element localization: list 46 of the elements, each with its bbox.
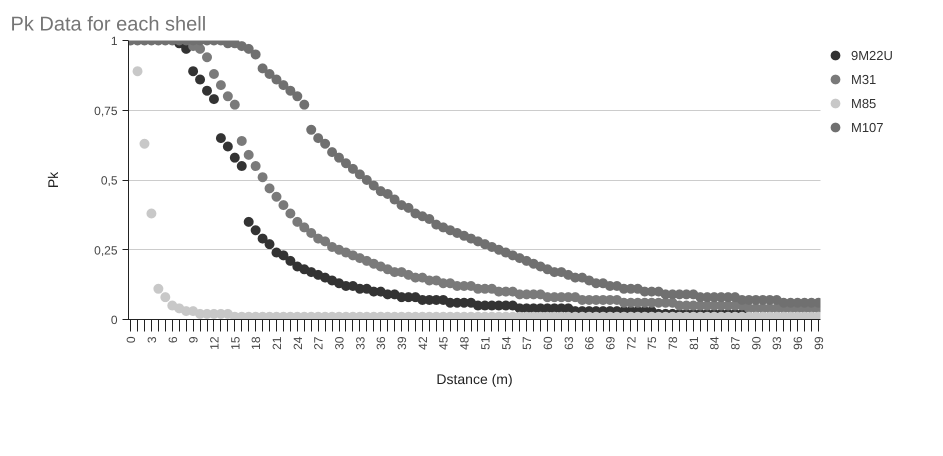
x-tick-label: 99: [812, 336, 826, 350]
x-tick-label: 51: [478, 336, 492, 350]
x-tick-label: 72: [624, 336, 638, 350]
x-tick-label: 12: [207, 336, 222, 350]
x-tick-label: 18: [249, 336, 264, 350]
x-tick-label: 60: [540, 336, 555, 350]
y-tick-label: 0,75: [94, 104, 118, 118]
x-tick-label: 30: [332, 336, 347, 350]
x-tick-label: 96: [791, 336, 806, 350]
x-tick-label: 42: [416, 336, 430, 350]
x-tick-label: 6: [166, 336, 180, 344]
x-tick-label: 9: [186, 336, 201, 344]
legend-label: M31: [851, 72, 876, 86]
legend-label: 9M22U: [851, 48, 893, 62]
x-tick-label: 0: [124, 336, 138, 344]
x-tick-label: 27: [312, 336, 326, 350]
x-tick-label: 69: [603, 336, 618, 350]
x-tick-label: 54: [499, 336, 514, 350]
x-tick-label: 63: [562, 336, 576, 350]
x-tick-label: 15: [228, 336, 242, 350]
x-tick-label: 93: [770, 336, 784, 350]
x-tick-label: 78: [666, 336, 680, 350]
x-tick-label: 57: [520, 336, 534, 350]
x-tick-label: 45: [436, 336, 451, 350]
x-tick-label: 24: [290, 336, 305, 350]
x-tick-label: 66: [582, 336, 597, 350]
y-axis-title: Pk: [45, 170, 62, 188]
x-tick-label: 33: [353, 336, 368, 350]
x-tick-label: 3: [144, 336, 159, 344]
x-tick-label: 81: [686, 336, 701, 350]
x-tick-label: 36: [374, 336, 388, 350]
legend-label: M85: [851, 96, 876, 110]
x-tick-label: 87: [728, 336, 743, 350]
x-tick-label: 48: [458, 336, 472, 350]
x-tick-label: 84: [708, 336, 722, 350]
chart-title: Pk Data for each shell: [10, 14, 206, 36]
legend-label: M107: [851, 120, 884, 134]
y-tick-label: 0,5: [100, 174, 118, 188]
y-tick-label: 0,25: [94, 243, 118, 258]
y-tick-label: 1: [110, 34, 118, 48]
x-tick-label: 39: [395, 336, 410, 350]
x-tick-label: 75: [645, 336, 660, 350]
x-axis-title: Dstance (m): [436, 370, 513, 387]
x-tick-label: 21: [270, 336, 284, 350]
x-tick-label: 90: [749, 336, 764, 350]
y-tick-label: 0: [110, 313, 118, 327]
